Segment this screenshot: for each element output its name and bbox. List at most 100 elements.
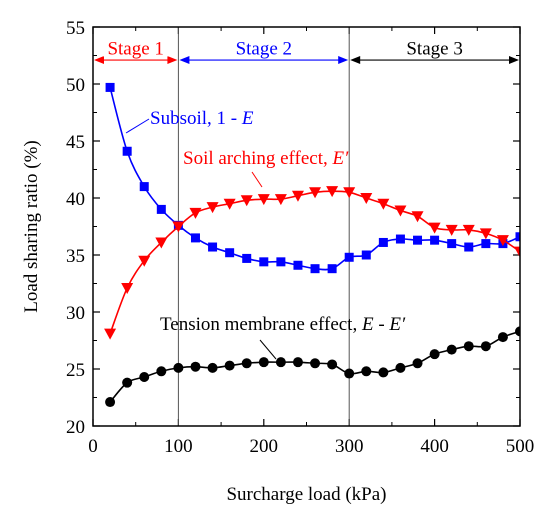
data-point-square bbox=[413, 235, 423, 245]
series-label: Soil arching effect, E′ bbox=[183, 148, 349, 169]
data-point-circle bbox=[463, 341, 474, 352]
x-tick-label: 400 bbox=[420, 436, 449, 457]
data-point-circle bbox=[412, 358, 423, 369]
data-point-triangle bbox=[411, 211, 424, 223]
y-tick-label: 55 bbox=[66, 18, 85, 39]
x-tick-label: 0 bbox=[88, 436, 98, 457]
data-point-square bbox=[447, 239, 457, 249]
data-point-triangle bbox=[138, 255, 151, 267]
data-point-triangle bbox=[291, 190, 304, 202]
data-point-triangle bbox=[394, 205, 407, 217]
data-point-triangle bbox=[189, 207, 202, 219]
data-point-square bbox=[361, 250, 371, 260]
series-layer bbox=[104, 82, 520, 408]
y-tick-label: 40 bbox=[66, 189, 85, 210]
data-point-triangle bbox=[445, 224, 458, 236]
data-point-square bbox=[139, 182, 149, 192]
data-point-square bbox=[344, 252, 354, 262]
x-tick-label: 100 bbox=[164, 436, 193, 457]
data-point-triangle bbox=[428, 222, 441, 234]
data-point-circle bbox=[173, 362, 184, 373]
stage-label: Stage 1 bbox=[107, 38, 163, 59]
data-point-square bbox=[190, 233, 200, 243]
data-point-square bbox=[327, 264, 337, 274]
data-point-circle bbox=[327, 359, 338, 370]
series-labels: Subsoil, 1 - E Soil arching effect, E′ Ten… bbox=[125, 108, 406, 360]
data-point-circle bbox=[224, 360, 235, 371]
data-point-triangle bbox=[309, 187, 322, 199]
data-point-circle bbox=[515, 326, 520, 337]
y-tick-label: 30 bbox=[66, 303, 85, 324]
data-point-circle bbox=[190, 361, 201, 372]
data-point-triangle bbox=[462, 224, 475, 236]
stage-arrowhead-right bbox=[167, 56, 178, 65]
data-point-circle bbox=[275, 357, 286, 368]
data-point-square bbox=[276, 257, 286, 267]
y-tick-label: 50 bbox=[66, 75, 85, 96]
y-tick-label: 45 bbox=[66, 132, 85, 153]
data-point-circle bbox=[497, 332, 508, 343]
data-point-triangle bbox=[155, 237, 168, 249]
series-line-1 bbox=[109, 190, 520, 334]
data-point-triangle bbox=[121, 283, 134, 295]
data-point-square bbox=[464, 242, 474, 252]
data-point-triangle bbox=[172, 221, 185, 233]
data-point-square bbox=[122, 146, 132, 156]
y-tick-label: 35 bbox=[66, 246, 85, 267]
stage-label: Stage 3 bbox=[406, 38, 462, 59]
data-point-square bbox=[310, 264, 320, 274]
data-point-circle bbox=[139, 371, 150, 382]
stage-annotations: Stage 1 Stage 2 Stage 3 bbox=[94, 34, 519, 65]
series-label: Subsoil, 1 - E bbox=[150, 108, 254, 129]
data-point-square bbox=[156, 204, 166, 214]
stage-arrowhead-left bbox=[94, 56, 104, 65]
data-point-triangle bbox=[223, 198, 236, 210]
data-point-triangle bbox=[479, 228, 492, 240]
data-point-square bbox=[395, 234, 405, 244]
data-point-square bbox=[259, 257, 269, 267]
data-point-triangle bbox=[360, 193, 373, 204]
data-point-triangle bbox=[514, 246, 520, 258]
y-tick-label: 25 bbox=[66, 360, 85, 381]
x-tick-label: 300 bbox=[335, 436, 364, 457]
data-point-square bbox=[208, 242, 218, 252]
x-axis-ticks: 0 100 200 300 400 500 bbox=[88, 27, 534, 457]
data-point-square bbox=[378, 237, 388, 247]
data-point-circle bbox=[105, 397, 116, 408]
x-tick-label: 200 bbox=[250, 436, 279, 457]
data-point-square bbox=[481, 239, 491, 249]
y-axis-label: Load sharing ratio (%) bbox=[21, 140, 42, 313]
data-point-circle bbox=[378, 367, 389, 378]
data-point-circle bbox=[258, 357, 269, 368]
data-point-circle bbox=[207, 362, 218, 373]
series-label: Tension membrane effect, E - E′ bbox=[160, 314, 406, 335]
data-point-circle bbox=[361, 366, 372, 377]
x-tick-label: 500 bbox=[506, 436, 535, 457]
stage-label-bg bbox=[396, 34, 473, 57]
data-point-circle bbox=[446, 344, 457, 355]
plot-frame bbox=[92, 26, 521, 427]
data-point-circle bbox=[480, 341, 491, 352]
data-point-circle bbox=[395, 362, 406, 373]
stage-arrowhead-left bbox=[179, 56, 190, 65]
series-label-leader bbox=[125, 118, 150, 134]
data-point-circle bbox=[429, 349, 440, 360]
data-point-square bbox=[225, 248, 235, 258]
data-point-triangle bbox=[257, 194, 270, 206]
stage-label-bg bbox=[225, 34, 302, 57]
stage-arrowhead-left bbox=[350, 56, 361, 65]
x-axis-label: Surcharge load (kPa) bbox=[226, 484, 386, 505]
data-point-circle bbox=[344, 368, 355, 379]
data-point-triangle bbox=[496, 235, 509, 247]
data-point-circle bbox=[292, 357, 303, 368]
data-point-triangle bbox=[343, 187, 356, 199]
series-label-leader bbox=[251, 171, 263, 188]
data-point-triangle bbox=[206, 202, 219, 214]
data-point-triangle bbox=[240, 195, 253, 207]
stage-label-bg bbox=[97, 34, 174, 57]
data-point-square bbox=[515, 232, 520, 242]
data-point-circle bbox=[310, 358, 321, 369]
stage-arrowhead-right bbox=[338, 56, 349, 65]
stage-label: Stage 2 bbox=[236, 38, 292, 59]
